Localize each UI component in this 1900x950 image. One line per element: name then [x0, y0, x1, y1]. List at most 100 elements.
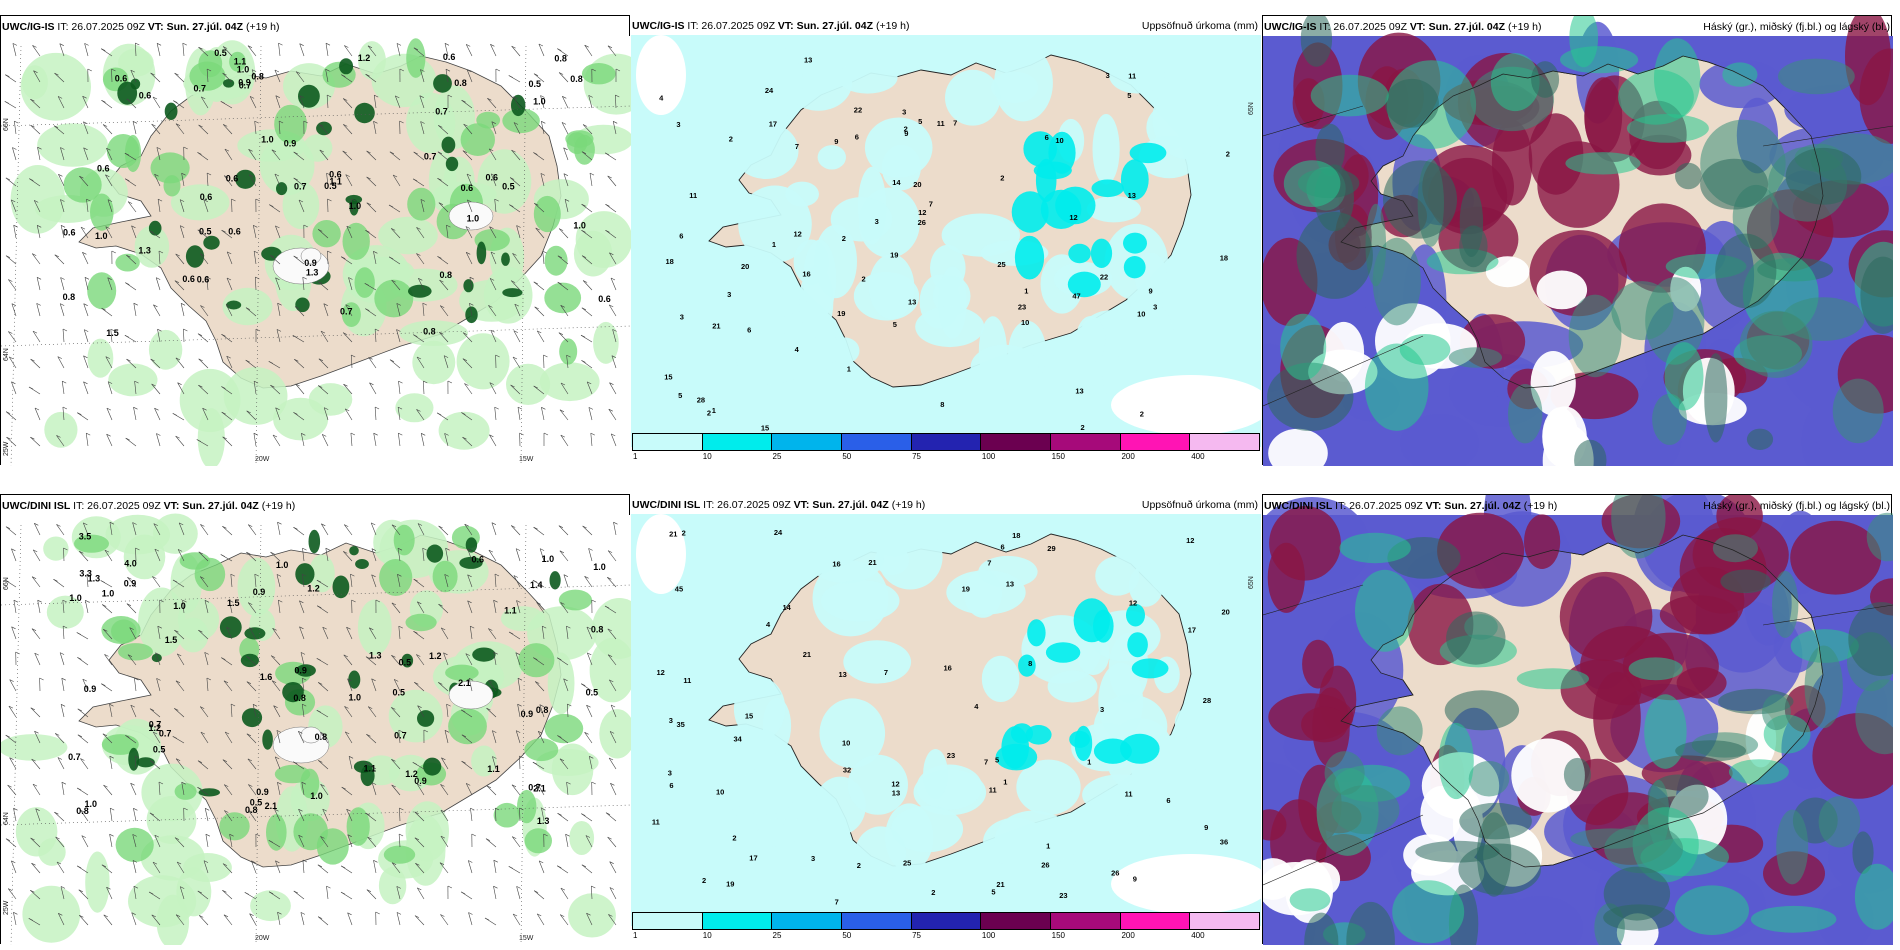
wind-barb	[130, 704, 137, 718]
wind-barb-flag	[415, 863, 420, 866]
value-label: 1	[1024, 287, 1028, 296]
wind-barb-flag	[132, 522, 137, 525]
wind-barb-flag	[366, 734, 371, 737]
value-label: 10	[1021, 318, 1029, 327]
wind-barb	[156, 678, 161, 692]
init-time: IT: 26.07.2025 09Z	[1319, 21, 1407, 33]
wind-barb	[278, 120, 281, 135]
wind-barb-flag	[274, 69, 280, 73]
wind-barb	[444, 730, 449, 744]
wind-barb	[199, 253, 209, 265]
accum-heavy-area-patch	[1127, 632, 1148, 658]
wind-barb	[563, 147, 569, 161]
wind-barb-flag	[80, 226, 86, 230]
wind-barb	[469, 277, 473, 291]
wind-barb	[151, 914, 161, 926]
wind-barb	[494, 199, 497, 213]
wind-barb	[62, 328, 65, 343]
wind-barb-flag	[533, 152, 538, 155]
wind-barb	[321, 434, 329, 447]
wind-barb	[203, 860, 209, 874]
wind-barb-flag	[31, 862, 36, 866]
wind-barb	[464, 383, 473, 395]
value-label: 0.8	[454, 78, 467, 88]
wind-barb-flag	[365, 656, 371, 659]
value-label: 0.7	[239, 81, 252, 91]
wind-barb	[197, 760, 209, 770]
colorbar-segment	[981, 434, 1052, 450]
wind-barb	[152, 96, 161, 109]
wind-barb-flag	[83, 522, 88, 526]
wind-barb	[156, 433, 161, 447]
precip-heavy-patch	[345, 194, 363, 205]
wind-barb	[444, 43, 449, 57]
wind-barb-flag	[586, 704, 591, 708]
wind-barb	[276, 574, 281, 588]
wind-barb	[413, 47, 425, 57]
map-clouds-ig	[1263, 16, 1893, 466]
wind-barb-flag	[177, 653, 182, 657]
wind-barb	[152, 576, 161, 588]
wind-barb-flag	[605, 812, 611, 815]
high-cloud-patch	[1832, 378, 1884, 444]
wind-barb-flag	[511, 784, 517, 788]
wind-barb-flag	[320, 330, 326, 334]
wind-barb-flag	[582, 124, 588, 127]
wind-barb	[222, 72, 233, 83]
wind-barb-flag	[326, 885, 331, 889]
precip-light-patch	[357, 599, 392, 656]
precip-heavy-patch	[463, 279, 474, 293]
value-label: 11	[1128, 71, 1136, 80]
high-cloud-patch	[1746, 428, 1774, 450]
wind-barb-flag	[465, 653, 470, 656]
precip-light-patch	[197, 408, 225, 466]
wind-barb-flag	[13, 807, 18, 811]
wind-barb	[180, 303, 185, 317]
wind-barb	[277, 782, 281, 796]
wind-barb-flag	[200, 731, 206, 735]
wind-barb	[150, 760, 161, 770]
wind-barb	[34, 523, 41, 536]
wind-barb	[581, 360, 593, 369]
value-label: 11	[689, 191, 697, 200]
wind-barb-flag	[492, 730, 497, 733]
wind-barb-flag	[612, 329, 617, 332]
wind-barb	[198, 384, 209, 395]
colorbar-segment	[702, 913, 773, 929]
wind-barb-flag	[609, 252, 614, 256]
wind-barb-flag	[399, 807, 404, 811]
wind-barb-flag	[200, 253, 205, 256]
wind-barb	[326, 173, 329, 187]
wind-barb-flag	[558, 72, 564, 75]
wind-barb	[30, 890, 41, 900]
wind-barb	[468, 678, 473, 692]
wind-barb-flag	[130, 782, 135, 786]
wind-barb-flag	[293, 255, 298, 259]
wind-barb-flag	[172, 413, 177, 416]
value-label: 21	[669, 530, 677, 539]
wind-barb	[539, 548, 545, 562]
wind-barb-flag	[396, 303, 401, 306]
wind-barb-flag	[101, 100, 106, 103]
accum-light-area-patch	[981, 655, 1020, 702]
dry-area	[1111, 375, 1261, 435]
wind-barb	[298, 199, 305, 213]
value-label: 0.7	[194, 83, 207, 93]
wind-barb-flag	[539, 704, 544, 707]
wind-barb-flag	[174, 708, 179, 711]
value-label: 0.8	[423, 327, 436, 337]
value-label: 3	[1153, 303, 1157, 312]
dry-area	[1111, 854, 1261, 914]
value-label: 10	[842, 739, 850, 748]
value-label: 1	[772, 240, 776, 249]
wind-barb-flag	[200, 706, 205, 709]
wind-barb	[446, 704, 449, 718]
accum-light-area-patch	[864, 117, 933, 178]
wind-barb-flag	[39, 677, 44, 681]
wind-barb-flag	[61, 677, 66, 681]
panel-header: UWC/IG-IS IT: 26.07.2025 09Z VT: Sun. 27…	[632, 17, 1260, 35]
wind-barb-flag	[396, 43, 402, 46]
wind-barb	[413, 578, 425, 588]
wind-barb-flag	[391, 228, 396, 231]
wind-barb-flag	[134, 380, 139, 384]
